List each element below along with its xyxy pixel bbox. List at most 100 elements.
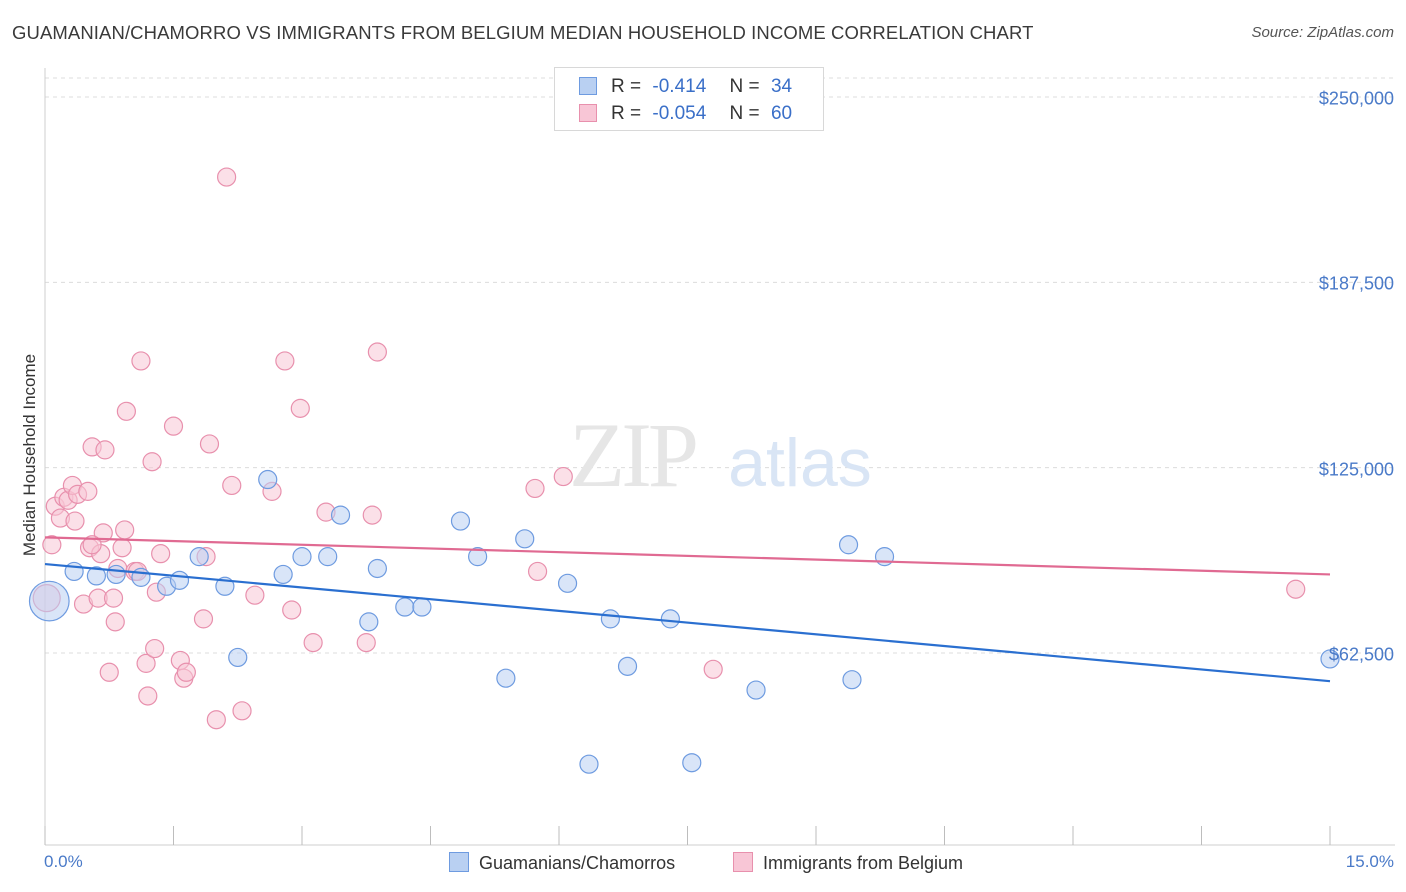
stats-legend: R = -0.414 N = 34 R = -0.054 N = 60 [554, 67, 824, 131]
point-belgium-28 [138, 686, 158, 706]
point-belgium-22 [115, 520, 135, 540]
point-belgium-21 [112, 538, 132, 558]
point-guamanian-11 [273, 564, 293, 585]
r-label: R = [611, 76, 642, 97]
legend-swatch-pink [733, 852, 753, 872]
point-belgium-58 [1286, 579, 1306, 599]
point-guamanian-9 [228, 647, 248, 668]
point-guamanian-19 [450, 511, 471, 531]
point-guamanian-32 [874, 547, 895, 567]
point-guamanian-15 [359, 612, 379, 632]
point-guamanian-25 [600, 609, 621, 629]
point-belgium-52 [362, 505, 382, 525]
point-guamanian-10 [258, 469, 278, 490]
point-guamanian-12 [292, 547, 312, 567]
point-guamanian-14 [330, 505, 351, 525]
point-belgium-16 [95, 440, 115, 460]
point-guamanian-26 [617, 656, 638, 676]
point-guamanian-3 [106, 564, 126, 585]
point-belgium-33 [163, 416, 184, 436]
n-label: N = [729, 76, 760, 97]
point-guamanian-4 [131, 567, 151, 587]
point-belgium-54 [525, 478, 545, 499]
swatch-blue [579, 77, 597, 95]
point-guamanian-31 [842, 670, 862, 690]
point-belgium-46 [275, 351, 295, 371]
point-guamanian-16 [367, 558, 387, 579]
point-belgium-36 [176, 662, 196, 682]
legend-swatch-blue [449, 852, 469, 872]
point-guamanian-30 [838, 535, 859, 555]
y-axis-label: Median Household Income [20, 353, 39, 557]
point-belgium-7 [65, 511, 85, 531]
chart-title: GUAMANIAN/CHAMORRO VS IMMIGRANTS FROM BE… [12, 22, 1034, 43]
trend-lines [44, 536, 1331, 683]
trend-line-guamanian [44, 562, 1331, 683]
point-belgium-27 [136, 653, 156, 673]
n-label: N = [729, 103, 760, 124]
point-belgium-26 [131, 351, 151, 371]
point-belgium-55 [527, 561, 548, 582]
point-belgium-47 [282, 600, 302, 620]
legend-item-belgium: Immigrants from Belgium [733, 852, 963, 874]
point-belgium-10 [78, 481, 98, 501]
legend-item-guamanian: Guamanians/Chamorros [449, 852, 675, 874]
y-tick-label-0: $62,500 [1328, 644, 1394, 665]
point-belgium-1 [42, 535, 62, 555]
point-belgium-42 [222, 475, 242, 496]
point-belgium-56 [553, 466, 573, 487]
point-belgium-48 [290, 398, 310, 418]
swatch-pink [579, 104, 597, 122]
point-belgium-29 [142, 452, 162, 472]
point-guamanian-2 [86, 566, 107, 586]
point-belgium-39 [199, 434, 220, 454]
point-belgium-37 [193, 609, 214, 629]
watermark-atlas: atlas [728, 425, 872, 501]
point-belgium-32 [151, 544, 171, 564]
point-guamanian-23 [557, 573, 578, 593]
point-belgium-19 [105, 612, 125, 632]
watermark-zip: ZIP [569, 404, 696, 506]
point-belgium-15 [93, 523, 113, 543]
point-guamanian-22 [515, 529, 535, 549]
point-guamanian-28 [682, 753, 702, 773]
point-guamanian-6 [169, 570, 190, 590]
x-tick-label-max: 15.0% [1345, 852, 1394, 871]
axes [44, 68, 1395, 846]
point-guamanian-27 [660, 609, 680, 629]
point-guamanian-29 [746, 680, 766, 700]
trend-line-belgium [44, 536, 1331, 576]
y-tick-label-3: $250,000 [1318, 88, 1394, 109]
point-guamanian-18 [412, 597, 432, 617]
point-belgium-17 [99, 662, 119, 682]
point-belgium-18 [103, 588, 124, 608]
legend-label-belgium: Immigrants from Belgium [763, 853, 964, 873]
r-value: -0.054 [652, 103, 707, 124]
series-belgium-points [32, 167, 1306, 730]
point-belgium-23 [116, 401, 136, 421]
source-credit: Source: ZipAtlas.com [1251, 24, 1394, 41]
point-belgium-53 [367, 342, 387, 362]
point-belgium-30 [145, 638, 165, 659]
point-guamanian-21 [496, 668, 516, 688]
point-guamanian-33 [1320, 649, 1340, 669]
point-belgium-40 [206, 710, 226, 730]
grid-lines [45, 77, 1395, 654]
point-guamanian-24 [579, 754, 599, 774]
watermark: ZIP atlas [569, 404, 872, 506]
x-tick-label-min: 0.0% [44, 852, 83, 871]
point-guamanian-20 [468, 547, 488, 567]
point-belgium-49 [303, 633, 323, 653]
point-belgium-43 [232, 701, 252, 721]
point-belgium-51 [356, 633, 376, 653]
point-guamanian-13 [318, 547, 338, 567]
n-value: 34 [770, 76, 793, 97]
point-belgium-57 [703, 659, 723, 679]
r-label: R = [611, 103, 642, 124]
y-tick-label-2: $187,500 [1318, 273, 1394, 294]
r-value: -0.414 [652, 76, 707, 97]
point-guamanian-7 [189, 547, 209, 567]
point-guamanian-17 [395, 597, 415, 617]
n-value: 60 [770, 103, 793, 124]
